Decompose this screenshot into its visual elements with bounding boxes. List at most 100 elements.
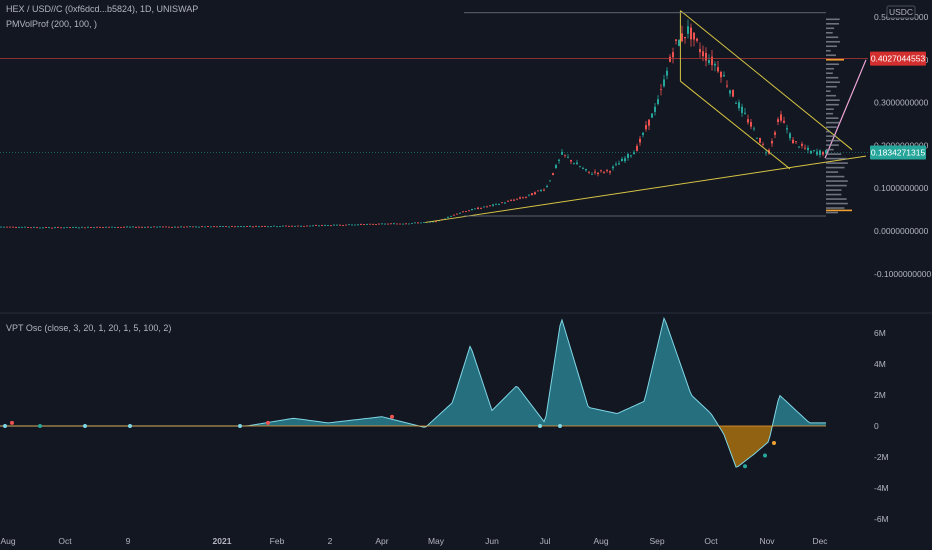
osc-pivot-dot — [10, 420, 14, 425]
osc-negative-area — [0, 426, 826, 468]
osc-pivot-dot — [558, 424, 562, 428]
candle-body — [648, 119, 650, 126]
candle-body — [528, 194, 530, 196]
candle-body — [624, 158, 626, 162]
candle-body — [570, 160, 572, 162]
candle-body — [489, 205, 491, 207]
candle-body — [315, 225, 317, 226]
candle-body — [564, 154, 566, 156]
candle-body — [678, 39, 680, 46]
candle-body — [120, 226, 122, 228]
time-axis-tick: 2 — [328, 536, 333, 546]
candle-body — [201, 226, 203, 228]
currency-badge — [886, 5, 916, 19]
support-trendline — [425, 155, 867, 223]
candle-body — [219, 226, 221, 227]
candle-body — [741, 106, 743, 113]
candle-body — [675, 39, 677, 41]
candle-body — [285, 225, 287, 227]
price-axis-tick: 0.1000000000 — [874, 183, 929, 193]
candle-body — [396, 223, 398, 225]
volume-profile-bar — [826, 130, 831, 133]
candle-body — [588, 171, 590, 173]
candle-body — [393, 223, 395, 225]
candle-body — [705, 52, 707, 61]
osc-axis-tick: 2M — [874, 390, 886, 400]
red-level-tag-text: 0.4027044553 — [871, 54, 926, 64]
candle-body — [645, 125, 647, 130]
osc-axis-tick: -4M — [874, 483, 889, 493]
volume-profile-bar — [826, 166, 845, 169]
candle-body — [684, 36, 686, 39]
candle-body — [354, 224, 356, 226]
candle-body — [267, 226, 269, 228]
candle-body — [654, 106, 656, 112]
candle-body — [390, 223, 392, 225]
candle-body — [300, 225, 302, 227]
candle-body — [726, 85, 728, 87]
candle-body — [156, 226, 158, 228]
candle-body — [762, 143, 764, 145]
candle-body — [105, 226, 107, 228]
candle-body — [84, 227, 86, 229]
volume-profile-legend[interactable]: PMVolProf (200, 100, ) — [6, 19, 98, 29]
candle-body — [663, 79, 665, 87]
candle-body — [702, 51, 704, 57]
projection-line — [824, 59, 867, 159]
candle-body — [456, 213, 458, 215]
candle-body — [795, 141, 797, 143]
symbol-title[interactable]: HEX / USD//C (0xf6dcd...b5824), 1D, UNIS… — [6, 4, 199, 14]
candle-body — [537, 190, 539, 192]
candle-body — [804, 147, 806, 149]
candle-body — [417, 222, 419, 224]
candle-body — [180, 226, 182, 228]
volume-profile-bar — [826, 90, 831, 93]
price-axis-tick: 0.0000000000 — [874, 226, 929, 236]
candle-body — [483, 206, 485, 208]
volume-profile-bar — [826, 202, 848, 205]
time-axis-tick: Jul — [540, 536, 551, 546]
candle-body — [549, 180, 551, 182]
candle-body — [618, 163, 620, 165]
vpt-osc-legend[interactable]: VPT Osc (close, 3, 20, 1, 20, 1, 5, 100,… — [6, 323, 172, 333]
volume-profile-bar — [826, 103, 839, 106]
candle-body — [780, 114, 782, 121]
candle-body — [72, 227, 74, 228]
candle-body — [261, 226, 263, 227]
candle-body — [603, 171, 605, 173]
candle-body — [333, 224, 335, 226]
candle-body — [141, 226, 143, 228]
candle-body — [699, 49, 701, 53]
candle-body — [243, 226, 245, 228]
candle-body — [234, 226, 236, 228]
volume-profile-bar — [826, 67, 834, 70]
candle-body — [117, 227, 119, 228]
candle-body — [369, 223, 371, 225]
candle-body — [381, 223, 383, 225]
candle-body — [102, 227, 104, 228]
time-axis-tick: Oct — [58, 536, 72, 546]
candle-body — [216, 226, 218, 228]
candle-body — [69, 227, 71, 229]
candle-body — [477, 207, 479, 210]
candle-body — [18, 227, 20, 228]
last-price-tag — [870, 145, 926, 160]
volume-profile-bar — [826, 36, 839, 39]
candle-body — [399, 223, 401, 225]
candle-body — [507, 200, 509, 202]
candle-body — [579, 166, 581, 168]
candle-body — [447, 216, 449, 218]
candle-body — [615, 163, 617, 165]
candle-body — [504, 202, 506, 204]
candle-body — [231, 226, 233, 227]
candle-body — [204, 226, 206, 228]
candle-body — [543, 189, 545, 191]
osc-pivot-dot — [763, 453, 767, 458]
candle-body — [159, 226, 161, 228]
candle-body — [237, 226, 239, 228]
candle-body — [207, 226, 209, 228]
candle-body — [108, 226, 110, 228]
candle-body — [720, 71, 722, 78]
candle-body — [195, 226, 197, 228]
